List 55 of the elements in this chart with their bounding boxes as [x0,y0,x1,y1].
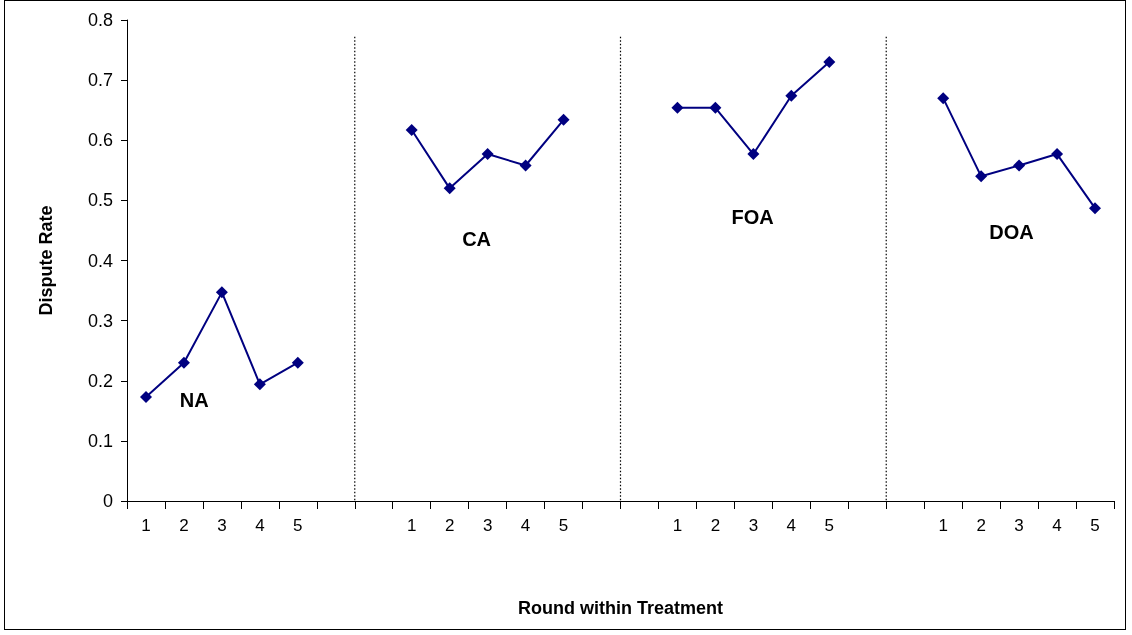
x-tick-label: 5 [1090,516,1100,535]
point [215,286,228,299]
y-tick-label: 0.1 [87,430,113,451]
x-tick-label: 1 [141,516,151,535]
point [785,89,798,102]
point [671,101,684,114]
x-tick-label: 2 [976,516,986,535]
point [709,101,722,114]
x-tick-label: 1 [406,516,417,535]
y-tick-label: 0.4 [87,250,113,271]
y-tick-label: 0.2 [87,370,113,391]
y-tick-label: 0.3 [87,310,113,331]
x-tick-label: 4 [786,516,797,535]
point [557,113,570,126]
point [1089,202,1102,215]
x-tick-label: 3 [482,516,493,535]
annotation: FOA [731,205,774,229]
x-tick-label: 3 [1014,516,1024,535]
point [937,92,950,105]
y-tick-label: 0.5 [87,190,113,211]
point [443,182,456,195]
annotation: NA [179,388,209,412]
y-tick-label: 0.8 [87,10,113,30]
x-tick-label: 5 [558,516,569,535]
x-tick-label: 1 [938,516,948,535]
point [1013,159,1026,172]
x-tick-label: 4 [255,516,265,535]
point [975,170,988,183]
point [747,148,760,161]
x-axis-title: Round within Treatment [518,598,723,618]
point [253,378,266,391]
x-tick-label: 2 [444,516,455,535]
x-tick-label: 4 [520,516,531,535]
y-tick-label: 0.7 [87,70,113,91]
x-tick-label: 1 [672,516,683,535]
annotation: DOA [989,220,1034,244]
point [177,356,190,369]
point [139,390,152,403]
x-tick-label: 2 [179,516,189,535]
point [291,356,304,369]
y-tick-label: 0.6 [87,130,113,151]
x-tick-label: 2 [710,516,721,535]
y-axis-title: Dispute Rate [36,205,56,316]
point [823,56,836,69]
annotation: CA [462,227,492,251]
point [519,159,532,172]
x-tick-label: 4 [1052,516,1062,535]
y-tick-label: 0 [102,491,113,511]
point [405,124,418,137]
x-tick-label: 5 [293,516,303,535]
x-tick-label: 3 [217,516,227,535]
x-tick-label: 3 [748,516,759,535]
point [1051,148,1064,161]
point [481,148,494,161]
x-tick-label: 5 [824,516,835,535]
